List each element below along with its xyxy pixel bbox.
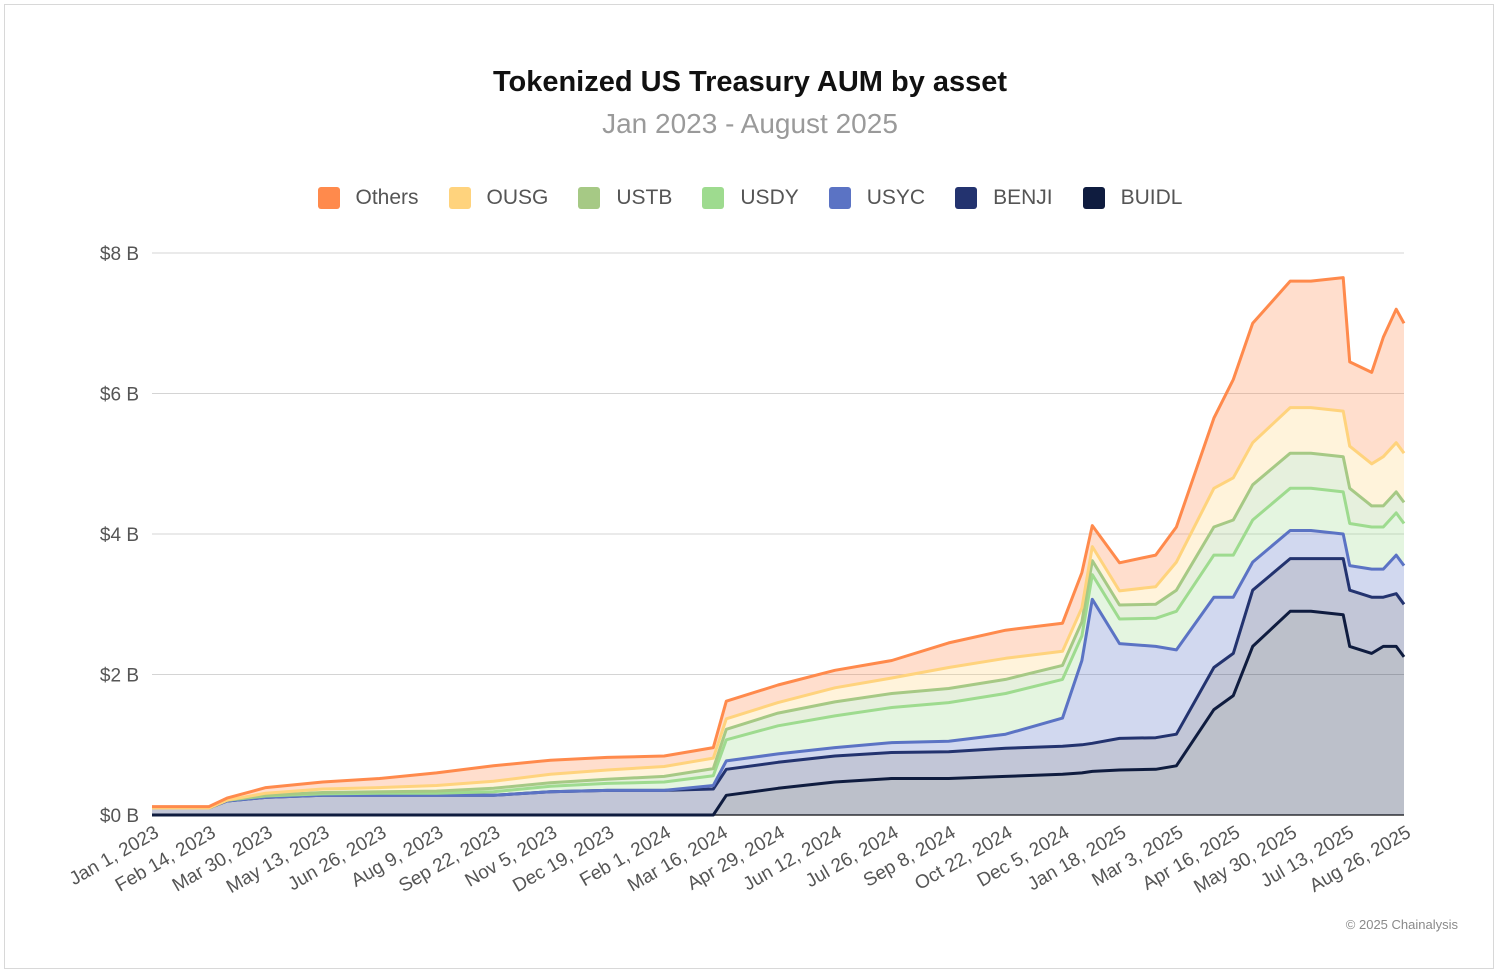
legend-label-usdy: USDY	[740, 186, 799, 209]
legend-item-others[interactable]: Others	[317, 186, 419, 210]
legend-label-buidl: BUIDL	[1120, 186, 1183, 209]
series-area-ustb	[152, 453, 1404, 808]
legend-label-usyc: USYC	[866, 186, 926, 209]
y-tick-label: $2 B	[100, 666, 139, 687]
legend-swatch-others	[317, 187, 340, 209]
series-line-ustb	[152, 451, 1406, 810]
series-area-benji	[152, 558, 1404, 815]
series-line-ousg	[152, 406, 1406, 810]
series-area-usyc	[152, 530, 1404, 808]
legend-swatch-ousg	[448, 187, 471, 209]
chart-frame	[4, 4, 1494, 969]
legend-item-benji[interactable]: BENJI	[955, 186, 1053, 210]
series-line-usyc	[152, 529, 1406, 810]
series-area-usdy	[152, 488, 1404, 808]
series-area-ousg	[152, 407, 1404, 808]
y-tick-label: $6 B	[100, 385, 139, 406]
legend-swatch-usyc	[828, 187, 851, 209]
legend-label-others: Others	[355, 186, 419, 209]
series-line-usdy	[152, 486, 1406, 810]
y-tick-label: $8 B	[100, 244, 139, 265]
legend-item-usdy[interactable]: USDY	[702, 186, 799, 210]
series-line-buidl	[152, 609, 1406, 817]
y-tick-label: $4 B	[100, 525, 139, 546]
chart-legend: Others OUSG USTB USDY USYC BENJI BUIDL	[0, 186, 1500, 210]
y-tick-label: $0 B	[100, 806, 139, 827]
legend-swatch-benji	[955, 187, 978, 209]
legend-label-ousg: OUSG	[486, 186, 549, 209]
chart-subtitle: Jan 2023 - August 2025	[602, 108, 898, 139]
legend-item-ustb[interactable]: USTB	[578, 186, 672, 210]
legend-swatch-buidl	[1082, 187, 1105, 209]
legend-item-usyc[interactable]: USYC	[828, 186, 926, 210]
legend-item-ousg[interactable]: OUSG	[448, 186, 549, 210]
legend-item-buidl[interactable]: BUIDL	[1082, 186, 1183, 210]
legend-swatch-ustb	[578, 187, 601, 209]
chart-title: Tokenized US Treasury AUM by asset	[492, 66, 1008, 98]
copyright-text: © 2025 Chainalysis	[1345, 917, 1458, 932]
series-line-others	[152, 276, 1406, 809]
legend-swatch-usdy	[702, 187, 725, 209]
series-area-buidl	[152, 611, 1404, 815]
legend-label-ustb: USTB	[616, 186, 673, 209]
legend-label-benji: BENJI	[993, 186, 1053, 209]
